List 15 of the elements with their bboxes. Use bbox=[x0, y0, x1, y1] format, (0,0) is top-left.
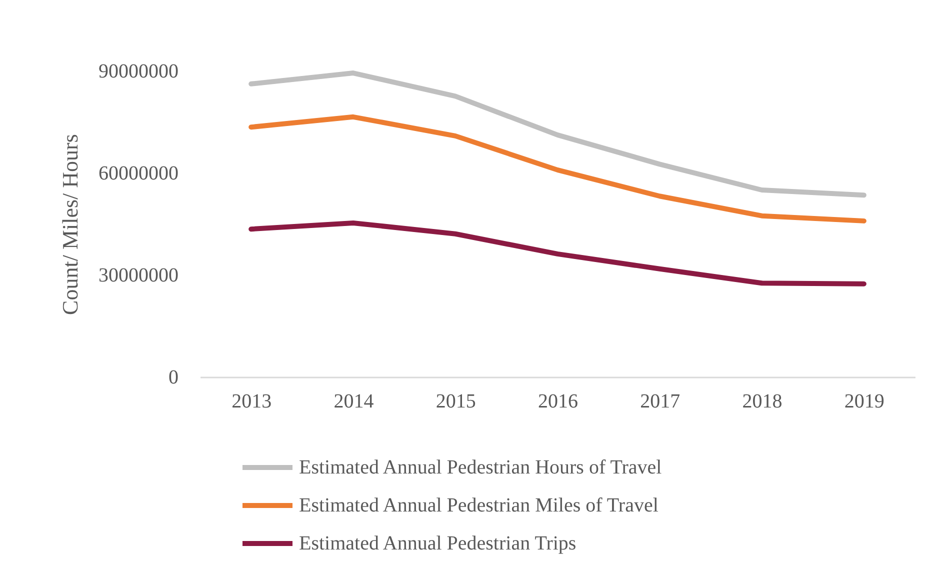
x-tick-label: 2016 bbox=[538, 390, 578, 412]
y-tick-label: 60000000 bbox=[98, 162, 178, 184]
x-tick-label: 2018 bbox=[742, 390, 782, 412]
y-axis-title: Count/ Miles/ Hours bbox=[58, 134, 82, 315]
y-tick-label: 90000000 bbox=[98, 60, 178, 82]
x-tick-label: 2013 bbox=[232, 390, 272, 412]
x-tick-label: 2015 bbox=[436, 390, 476, 412]
legend-label: Estimated Annual Pedestrian Miles of Travel bbox=[299, 494, 659, 516]
x-tick-label: 2017 bbox=[640, 390, 680, 412]
x-tick-label: 2019 bbox=[844, 390, 884, 412]
y-tick-label: 30000000 bbox=[98, 264, 178, 286]
legend-label: Estimated Annual Pedestrian Hours of Travel bbox=[299, 456, 662, 478]
legend-label: Estimated Annual Pedestrian Trips bbox=[299, 532, 576, 554]
x-tick-label: 2014 bbox=[334, 390, 374, 412]
y-tick-label: 0 bbox=[168, 366, 178, 388]
